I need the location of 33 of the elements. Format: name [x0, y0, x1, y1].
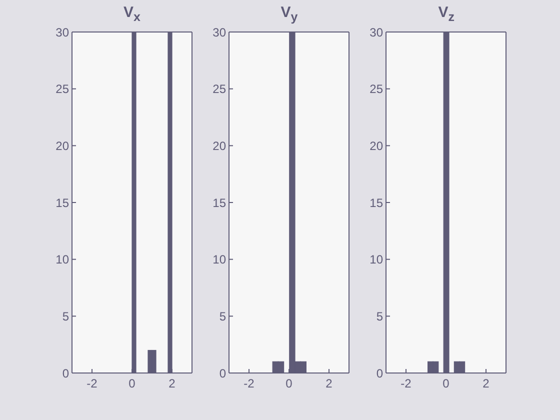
x-tick-label: -2: [86, 376, 98, 391]
y-tick-label: 15: [56, 196, 70, 210]
y-tick-label: 10: [370, 252, 384, 267]
y-tick-label: 30: [212, 25, 226, 40]
x-tick-label: 2: [326, 376, 333, 391]
y-tick-label: 30: [56, 25, 70, 40]
y-tick-label: 25: [56, 82, 70, 96]
y-tick-label: 30: [370, 25, 384, 40]
y-tick-label: 15: [212, 196, 226, 210]
y-tick-label: 0: [220, 366, 226, 380]
y-tick-label: 5: [220, 309, 226, 324]
y-tick-label: 15: [370, 196, 384, 210]
x-tick-label: 0: [443, 376, 450, 391]
y-tick-label: 25: [212, 82, 226, 96]
y-tick-label: 0: [376, 366, 384, 380]
y-tick-label: 10: [212, 252, 226, 267]
chart-title: V$_{x}$: [122, 4, 142, 26]
y-tick-label: 25: [370, 82, 384, 96]
x-tick-label: 2: [483, 376, 490, 391]
chart-title: V$_{y}$: [280, 4, 299, 26]
x-tick-label: 0: [128, 376, 136, 391]
y-tick-label: 20: [212, 138, 226, 153]
x-tick-label: -2: [401, 376, 412, 391]
y-tick-label: 20: [370, 138, 384, 153]
y-tick-label: 5: [376, 309, 384, 324]
y-tick-label: 0: [62, 366, 70, 380]
y-tick-label: 20: [56, 138, 70, 153]
chart-title: V$_{z}$: [437, 4, 456, 26]
y-tick-label: 5: [62, 309, 70, 324]
x-tick-label: 0: [286, 376, 293, 391]
x-tick-label: -2: [244, 376, 255, 391]
x-tick-label: 2: [168, 376, 176, 391]
y-tick-label: 10: [56, 252, 70, 267]
